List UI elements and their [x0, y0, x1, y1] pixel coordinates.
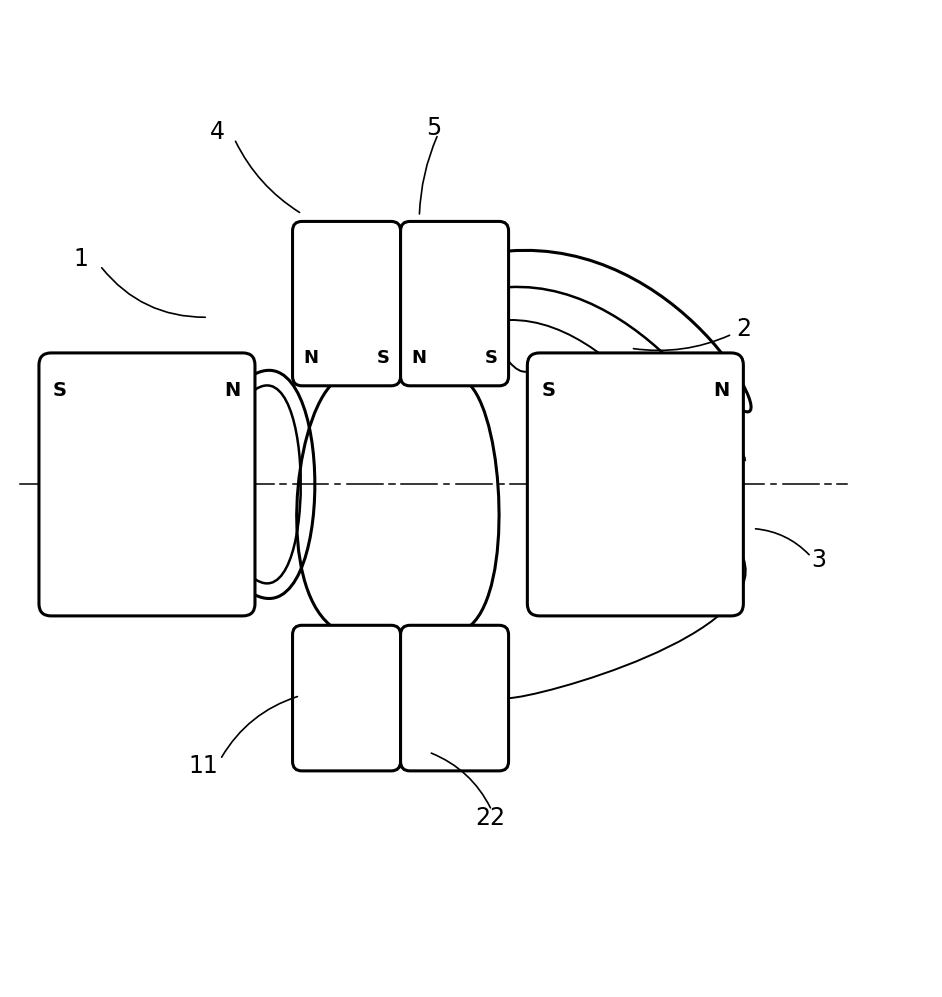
Text: S: S	[376, 349, 389, 367]
Text: N: N	[304, 349, 318, 367]
Text: S: S	[484, 349, 497, 367]
FancyBboxPatch shape	[39, 353, 255, 616]
Text: 4: 4	[210, 121, 225, 145]
Text: 22: 22	[475, 806, 505, 830]
Text: N: N	[412, 349, 427, 367]
Text: N: N	[713, 381, 729, 400]
FancyBboxPatch shape	[293, 221, 400, 386]
FancyBboxPatch shape	[400, 221, 509, 386]
FancyBboxPatch shape	[528, 353, 743, 616]
Text: 3: 3	[811, 547, 826, 571]
Text: 5: 5	[426, 116, 441, 140]
FancyBboxPatch shape	[400, 625, 509, 771]
Text: S: S	[53, 381, 67, 400]
Text: 11: 11	[188, 754, 219, 779]
FancyBboxPatch shape	[293, 625, 400, 771]
Text: S: S	[542, 381, 556, 400]
Text: 1: 1	[73, 247, 89, 271]
Text: N: N	[224, 381, 241, 400]
Text: 2: 2	[736, 317, 751, 341]
